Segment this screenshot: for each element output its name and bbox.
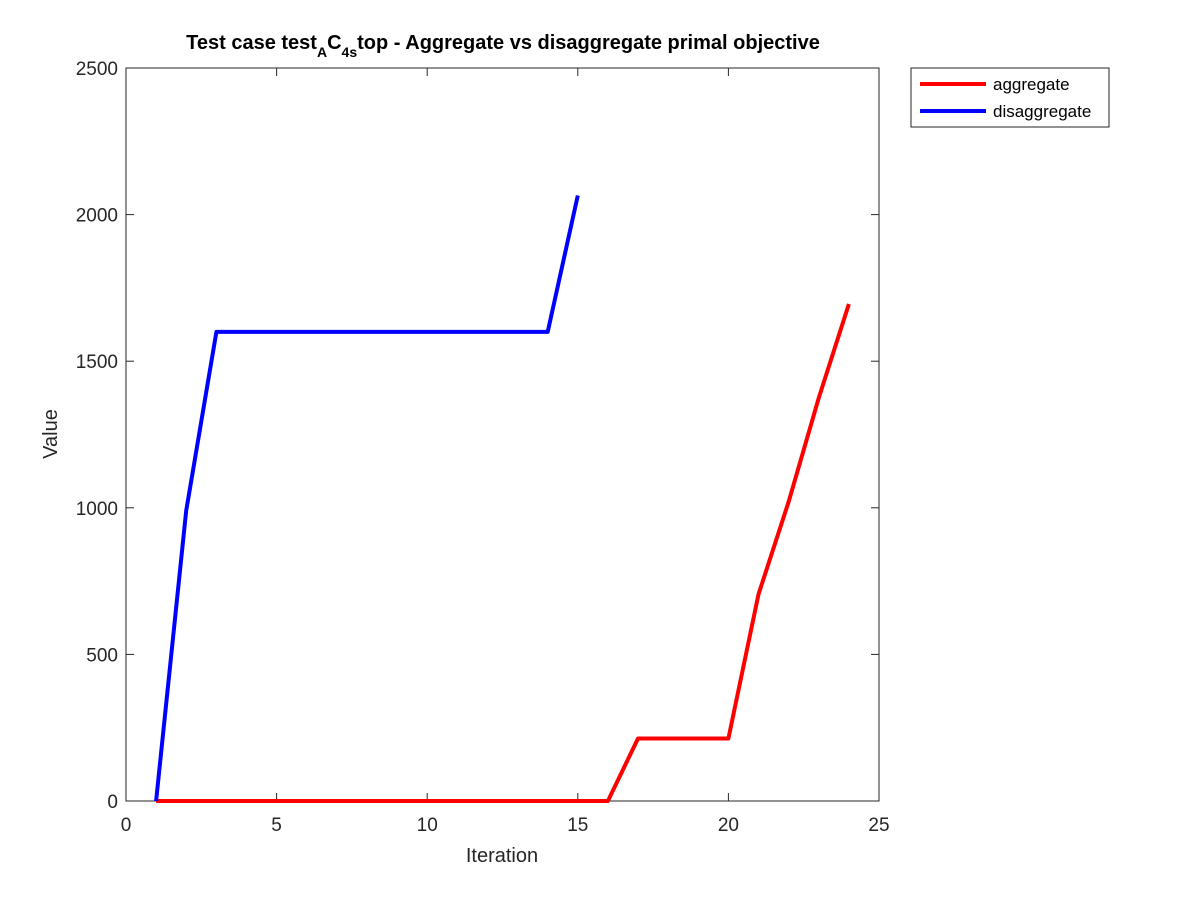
y-tick-label-5: 2500 [76,59,118,80]
legend-label-disaggregate: disaggregate [993,102,1091,121]
plot-area [125,67,880,802]
chart-title-subscript-2: 4s [342,44,358,60]
chart-title-rest: top - Aggregate vs disaggregate primal o… [357,32,820,54]
legend-label-aggregate: aggregate [993,75,1070,94]
series-line-disaggregate [154,195,580,802]
chart-title-main: Test case test [186,32,317,54]
y-tick-label-0: 0 [107,792,118,813]
x-tick-label-1: 5 [271,815,282,836]
x-tick-label-4: 20 [718,815,739,836]
y-tick-label-1: 500 [86,645,118,666]
chart-title: Test case testAC4stop - Aggregate vs dis… [186,32,820,60]
x-axis-label: Iteration [466,845,538,867]
x-tick-label-3: 15 [567,815,588,836]
legend-box [910,67,1110,128]
y-tick-label-4: 2000 [76,206,118,227]
y-tick-label-3: 1500 [76,352,118,373]
axis-tick-labels: 0 5 10 15 20 25 0 500 1000 1500 2000 2500 [76,59,890,836]
series-line-aggregate [156,303,851,803]
data-series [154,195,851,803]
axis-ticks [125,67,880,802]
y-axis-label: Value [40,409,62,459]
chart-title-subscript-1: A [317,44,327,60]
x-tick-label-0: 0 [121,815,132,836]
x-tick-label-5: 25 [868,815,889,836]
y-tick-label-2: 1000 [76,499,118,520]
x-tick-label-2: 10 [417,815,438,836]
legend: aggregate disaggregate [910,67,1110,128]
chart-title-mid: C [327,32,341,54]
